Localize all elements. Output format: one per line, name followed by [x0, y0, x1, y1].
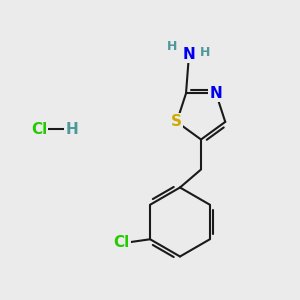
Text: N: N [183, 47, 195, 62]
Text: H: H [167, 40, 178, 53]
Text: H: H [66, 122, 78, 136]
Text: Cl: Cl [113, 235, 130, 250]
Text: S: S [171, 114, 182, 129]
Text: N: N [210, 86, 222, 101]
Text: H: H [200, 46, 211, 59]
Text: Cl: Cl [31, 122, 47, 136]
